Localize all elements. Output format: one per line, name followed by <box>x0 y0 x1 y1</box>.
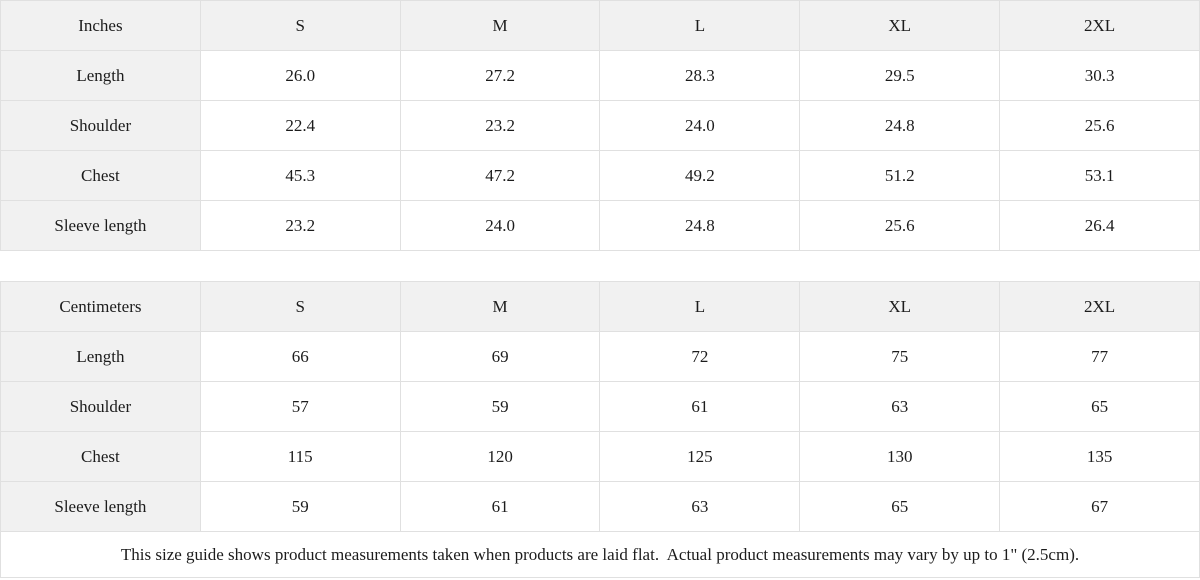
measurement-value: 59 <box>399 381 601 432</box>
measurement-value: 47.2 <box>399 150 601 201</box>
measurement-value: 26.0 <box>199 50 401 101</box>
centimeters-size-table: Centimeters S M L XL 2XL Length 66 69 72… <box>0 281 1200 578</box>
measurement-value: 27.2 <box>399 50 601 101</box>
inches-header-row: Inches S M L XL 2XL <box>0 0 1200 51</box>
measurement-value: 28.3 <box>599 50 801 101</box>
measurement-value: 57 <box>199 381 401 432</box>
measurement-value: 24.8 <box>599 200 801 251</box>
inches-unit-header: Inches <box>0 0 201 51</box>
measurement-value: 66 <box>199 331 401 382</box>
size-col-header-s: S <box>199 281 401 332</box>
measurement-value: 61 <box>599 381 801 432</box>
table-row: This size guide shows product measuremen… <box>0 531 1200 578</box>
measurement-value: 65 <box>999 381 1200 432</box>
measurement-value: 61 <box>399 481 601 532</box>
size-col-header-s: S <box>199 0 401 51</box>
size-col-header-xl: XL <box>799 281 1001 332</box>
measurement-label: Sleeve length <box>0 200 201 251</box>
measurement-value: 65 <box>799 481 1001 532</box>
measurement-label: Length <box>0 331 201 382</box>
measurement-value: 30.3 <box>999 50 1200 101</box>
size-col-header-2xl: 2XL <box>999 281 1200 332</box>
measurement-label: Shoulder <box>0 100 201 151</box>
size-col-header-l: L <box>599 0 801 51</box>
measurement-value: 120 <box>399 431 601 482</box>
measurement-value: 135 <box>999 431 1200 482</box>
size-col-header-xl: XL <box>799 0 1001 51</box>
measurement-value: 24.0 <box>599 100 801 151</box>
measurement-value: 59 <box>199 481 401 532</box>
inches-size-table: Inches S M L XL 2XL Length 26.0 27.2 28.… <box>0 0 1200 251</box>
centimeters-header-row: Centimeters S M L XL 2XL <box>0 281 1200 332</box>
table-row: Length 66 69 72 75 77 <box>0 331 1200 382</box>
measurement-value: 63 <box>599 481 801 532</box>
measurement-value: 115 <box>199 431 401 482</box>
measurement-label: Length <box>0 50 201 101</box>
measurement-value: 24.0 <box>399 200 601 251</box>
measurement-value: 29.5 <box>799 50 1001 101</box>
table-row: Shoulder 22.4 23.2 24.0 24.8 25.6 <box>0 100 1200 151</box>
measurement-value: 45.3 <box>199 150 401 201</box>
table-row: Chest 45.3 47.2 49.2 51.2 53.1 <box>0 150 1200 201</box>
table-row: Length 26.0 27.2 28.3 29.5 30.3 <box>0 50 1200 101</box>
table-divider-gap <box>0 251 1200 281</box>
measurement-value: 49.2 <box>599 150 801 201</box>
measurement-value: 24.8 <box>799 100 1001 151</box>
measurement-value: 69 <box>399 331 601 382</box>
size-col-header-l: L <box>599 281 801 332</box>
measurement-value: 75 <box>799 331 1001 382</box>
measurement-value: 25.6 <box>999 100 1200 151</box>
measurement-value: 23.2 <box>399 100 601 151</box>
measurement-value: 25.6 <box>799 200 1001 251</box>
measurement-value: 22.4 <box>199 100 401 151</box>
measurement-value: 77 <box>999 331 1200 382</box>
table-row: Chest 115 120 125 130 135 <box>0 431 1200 482</box>
table-row: Sleeve length 23.2 24.0 24.8 25.6 26.4 <box>0 200 1200 251</box>
measurement-label: Chest <box>0 150 201 201</box>
measurement-label: Shoulder <box>0 381 201 432</box>
measurement-value: 130 <box>799 431 1001 482</box>
measurement-value: 26.4 <box>999 200 1200 251</box>
measurement-label: Chest <box>0 431 201 482</box>
measurement-value: 63 <box>799 381 1001 432</box>
measurement-value: 51.2 <box>799 150 1001 201</box>
measurement-value: 72 <box>599 331 801 382</box>
size-col-header-m: M <box>399 281 601 332</box>
table-row: Sleeve length 59 61 63 65 67 <box>0 481 1200 532</box>
centimeters-unit-header: Centimeters <box>0 281 201 332</box>
size-guide-note: This size guide shows product measuremen… <box>0 531 1200 578</box>
table-row: Shoulder 57 59 61 63 65 <box>0 381 1200 432</box>
size-col-header-2xl: 2XL <box>999 0 1200 51</box>
measurement-value: 23.2 <box>199 200 401 251</box>
measurement-value: 125 <box>599 431 801 482</box>
measurement-value: 53.1 <box>999 150 1200 201</box>
measurement-label: Sleeve length <box>0 481 201 532</box>
measurement-value: 67 <box>999 481 1200 532</box>
size-col-header-m: M <box>399 0 601 51</box>
